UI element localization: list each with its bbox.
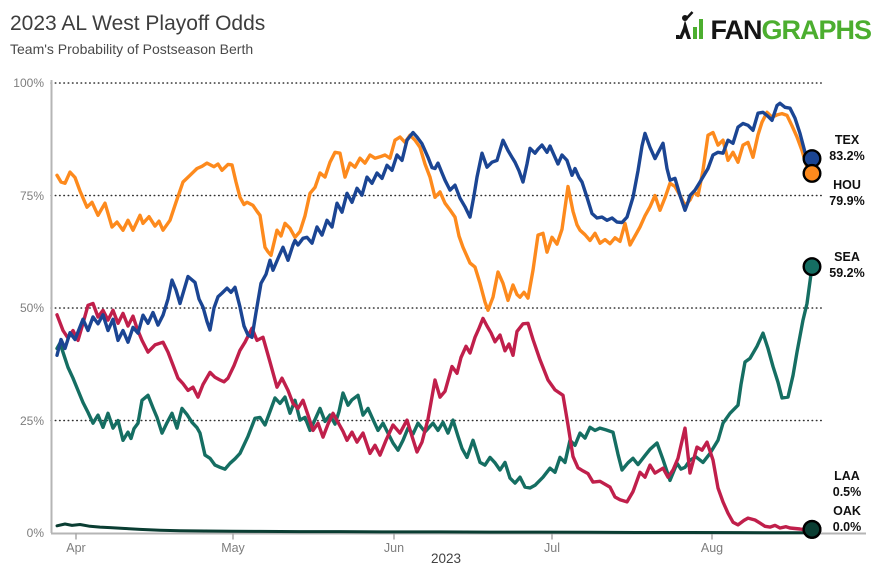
y-tick-label-0: 0% — [26, 526, 44, 540]
series-end-label-LAA: LAA 0.5% — [820, 468, 874, 500]
series-end-value-LAA: 0.5% — [832, 485, 862, 499]
x-tick-label-jun: Jun — [383, 541, 405, 555]
page-subtitle: Team's Probability of Postseason Berth — [10, 41, 254, 57]
x-tick-label-apr: Apr — [66, 541, 86, 555]
x-tick-label-may: May — [221, 541, 245, 555]
series-end-label-HOU: HOU 79.9% — [820, 177, 874, 209]
series-end-label-OAK: OAK 0.0% — [820, 503, 874, 535]
series-line-SEA[interactable] — [55, 264, 814, 490]
series-end-team-SEA: SEA — [834, 250, 860, 264]
x-tick-label-aug: Aug — [700, 541, 724, 555]
series-end-value-SEA: 59.2% — [829, 266, 865, 280]
series-end-team-OAK: OAK — [833, 504, 861, 518]
y-tick-label-100: 100% — [13, 76, 44, 90]
fangraphs-logo[interactable]: FANGRAPHS — [676, 10, 872, 45]
page-title: 2023 AL West Playoff Odds — [10, 12, 266, 35]
logo-text-graphs: GRAPHS — [761, 15, 872, 45]
series-line-OAK[interactable] — [55, 522, 814, 535]
series-end-team-LAA: LAA — [834, 469, 860, 483]
logo-text-fan: FAN — [710, 15, 762, 45]
series-marker-HOU[interactable] — [802, 163, 822, 183]
y-tick-label-25: 25% — [19, 413, 44, 428]
series-marker-OAK[interactable] — [802, 519, 822, 539]
series-end-team-TEX: TEX — [834, 133, 860, 147]
x-axis-year-label: 2023 — [430, 551, 462, 566]
y-tick-label-75: 75% — [19, 188, 44, 203]
series-end-value-HOU: 79.9% — [829, 194, 865, 208]
series-end-value-OAK: 0.0% — [832, 520, 862, 534]
series-end-team-HOU: HOU — [833, 178, 861, 192]
x-tick-label-jul: Jul — [544, 541, 560, 555]
series-line-TEX[interactable] — [55, 101, 814, 357]
series-end-label-TEX: TEX 83.2% — [820, 132, 874, 164]
series-end-label-SEA: SEA 59.2% — [820, 249, 874, 281]
fangraphs-batter-bars-icon — [676, 10, 706, 45]
series-line-LAA[interactable] — [55, 301, 814, 533]
y-tick-label-50: 50% — [19, 301, 44, 315]
series-marker-SEA[interactable] — [802, 257, 822, 277]
series-end-value-TEX: 83.2% — [829, 149, 865, 163]
